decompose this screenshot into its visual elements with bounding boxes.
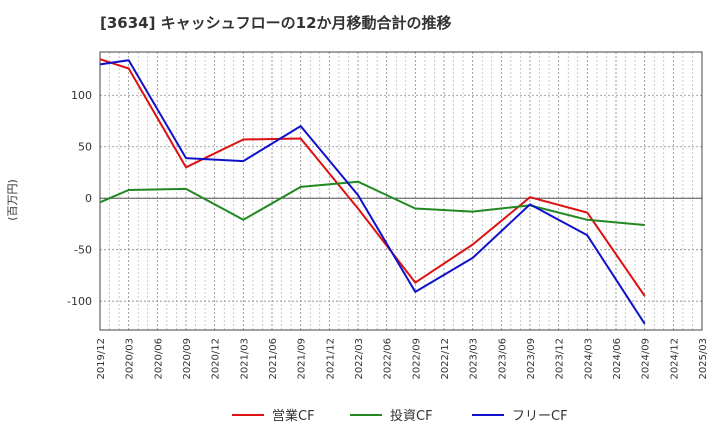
- x-tick-label: 2023/03: [469, 338, 480, 380]
- x-tick-label: 2020/09: [182, 338, 193, 380]
- x-tick-label: 2023/06: [497, 338, 508, 380]
- series-line: [99, 59, 646, 325]
- y-tick-label: -50: [74, 244, 92, 257]
- series-lines: [99, 58, 646, 325]
- y-axis-label: (百万円): [6, 179, 19, 221]
- x-tick-label: 2021/12: [325, 338, 336, 380]
- x-tick-label: 2020/06: [153, 338, 164, 380]
- legend: 営業CF 投資CF フリーCF: [232, 408, 568, 424]
- series-line: [99, 180, 645, 226]
- chart-title: [3634] キャッシュフローの12か月移動合計の推移: [100, 14, 452, 32]
- x-tick-label: 2022/03: [354, 338, 365, 380]
- y-tick-label: 50: [78, 141, 92, 154]
- x-tick-label: 2021/03: [239, 338, 250, 380]
- x-tick-label: 2024/03: [583, 338, 594, 380]
- x-tick-label: 2022/12: [440, 338, 451, 380]
- x-tick-label: 2024/06: [612, 338, 623, 380]
- x-tick-label: 2019/12: [96, 338, 107, 380]
- y-tick-label: 100: [71, 89, 92, 102]
- y-tick-labels: 100 50 0 -50 -100: [67, 89, 92, 308]
- x-tick-label: 2021/06: [268, 338, 279, 380]
- x-tick-label: 2023/09: [526, 338, 537, 380]
- x-tick-label: 2022/09: [411, 338, 422, 380]
- legend-label: フリーCF: [512, 409, 568, 424]
- series-line: [99, 58, 646, 297]
- x-tick-label: 2024/09: [641, 338, 652, 380]
- axes: [99, 51, 703, 331]
- y-tick-label: 0: [85, 192, 92, 205]
- x-tick-label: 2022/06: [383, 338, 394, 380]
- x-tick-label: 2024/12: [669, 338, 680, 380]
- legend-label: 営業CF: [272, 408, 315, 424]
- x-tick-labels: 2019/12 2020/03 2020/06 2020/09 2020/12 2021/…: [96, 338, 709, 380]
- x-tick-label: 2023/12: [555, 338, 566, 380]
- legend-label: 投資CF: [390, 408, 433, 424]
- plot-frame: [99, 51, 703, 331]
- x-tick-label: 2020/03: [125, 338, 136, 380]
- x-tick-label: 2021/09: [297, 338, 308, 380]
- x-tick-label: 2025/03: [698, 338, 709, 380]
- x-tick-label: 2020/12: [211, 338, 222, 380]
- y-tick-label: -100: [67, 295, 92, 308]
